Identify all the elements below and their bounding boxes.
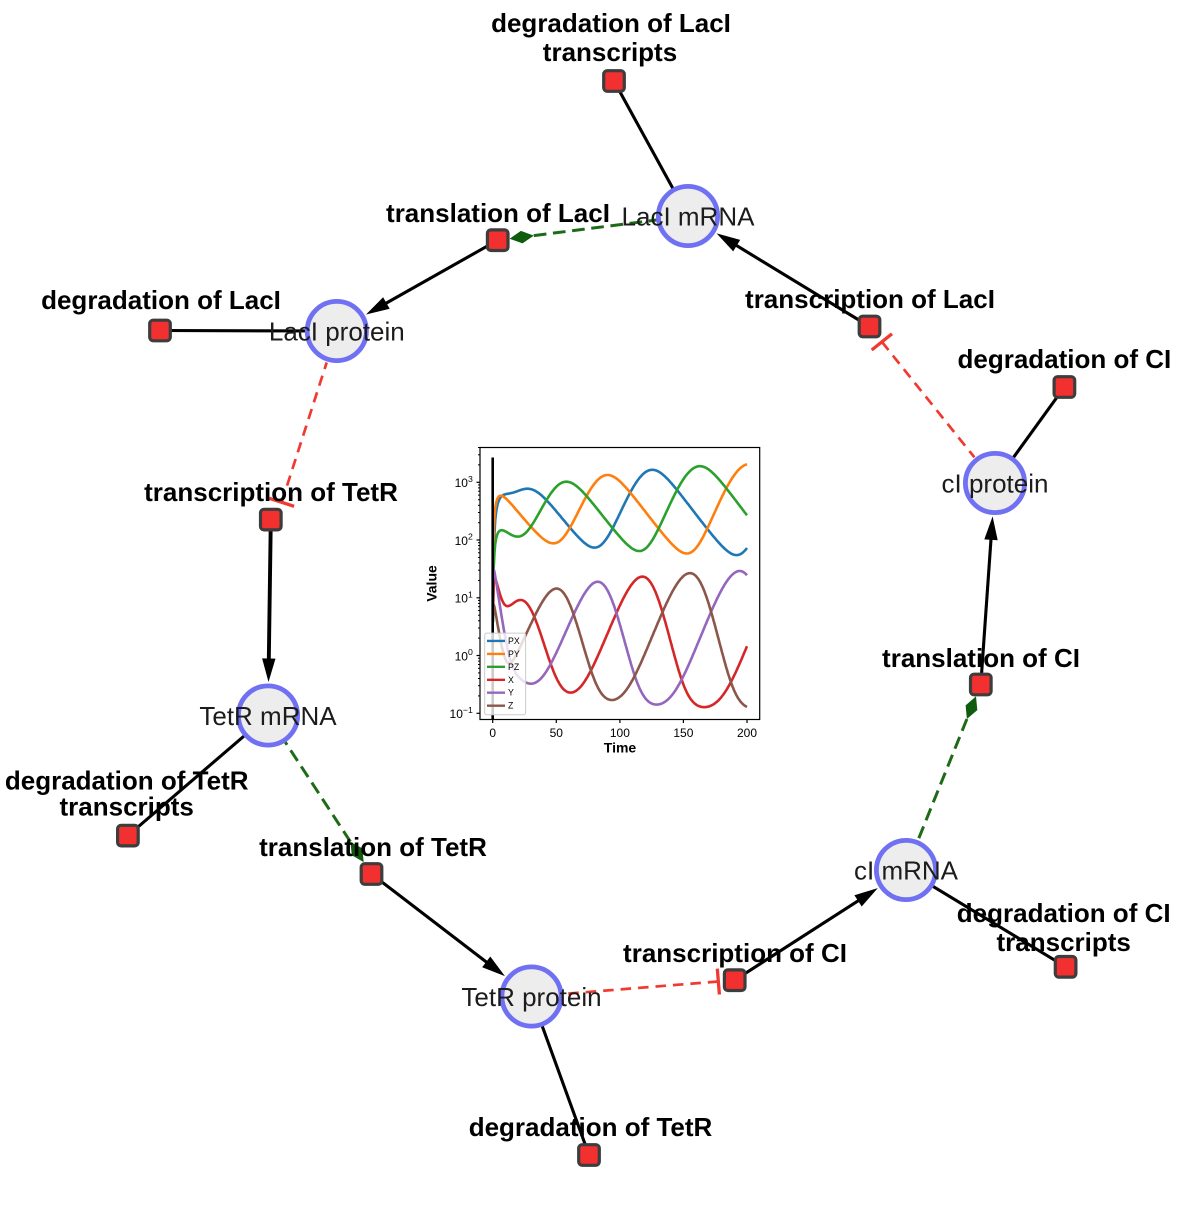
svg-text:transcripts: transcripts [997,927,1131,957]
svg-text:TetR mRNA: TetR mRNA [199,701,337,731]
svg-text:TetR protein: TetR protein [461,982,601,1012]
svg-text:degradation of CI: degradation of CI [958,344,1172,374]
svg-text:PZ: PZ [508,662,520,672]
svg-text:transcription of LacI: transcription of LacI [745,284,995,314]
svg-text:LacI mRNA: LacI mRNA [622,202,756,232]
svg-text:Time: Time [604,740,637,756]
svg-text:150: 150 [673,726,693,740]
svg-text:X: X [508,675,514,685]
svg-text:200: 200 [737,726,757,740]
svg-text:transcription of CI: transcription of CI [623,938,847,968]
svg-text:LacI protein: LacI protein [269,317,405,347]
svg-text:Z: Z [508,701,514,711]
svg-text:transcription of TetR: transcription of TetR [144,477,398,507]
svg-text:degradation of TetR: degradation of TetR [5,766,249,796]
svg-text:cI mRNA: cI mRNA [854,856,959,886]
svg-text:degradation of LacI: degradation of LacI [491,8,731,38]
svg-text:cI protein: cI protein [942,469,1049,499]
svg-text:PY: PY [508,649,520,659]
svg-text:0: 0 [489,726,496,740]
svg-text:Value: Value [424,565,440,602]
svg-text:100: 100 [610,726,630,740]
svg-text:Y: Y [508,688,514,698]
svg-text:50: 50 [550,726,564,740]
svg-text:translation of CI: translation of CI [882,643,1080,673]
svg-text:PX: PX [508,636,520,646]
svg-text:degradation of LacI: degradation of LacI [41,285,281,315]
svg-text:transcripts: transcripts [60,792,194,822]
svg-text:degradation of TetR: degradation of TetR [469,1112,713,1142]
svg-text:degradation of CI: degradation of CI [957,898,1171,928]
svg-text:transcripts: transcripts [543,37,677,67]
svg-text:translation of TetR: translation of TetR [259,832,487,862]
svg-text:translation of LacI: translation of LacI [386,198,610,228]
